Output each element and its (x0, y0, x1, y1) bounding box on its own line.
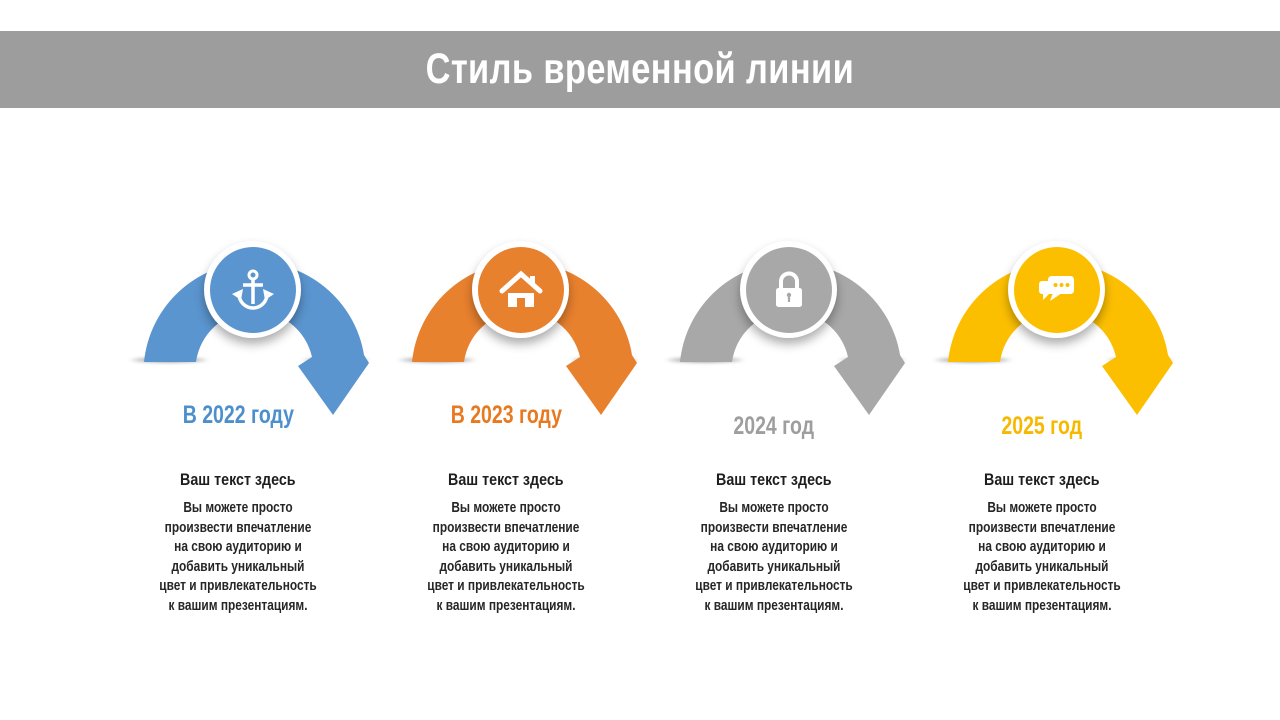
text-heading: Ваш текст здесь (984, 470, 1100, 489)
year-label: 2025 год (1001, 412, 1083, 440)
text-heading: Ваш текст здесь (180, 470, 296, 489)
icon-medallion (1008, 241, 1105, 338)
text-body: Вы можете просто произвести впечатление … (427, 500, 585, 614)
text-block: Ваш текст здесь Вы можете просто произве… (127, 470, 349, 616)
icon-medallion (204, 241, 301, 338)
arch-arrow-shape (948, 261, 1173, 415)
icon-disc (1013, 246, 1100, 333)
text-heading: Ваш текст здесь (716, 470, 832, 489)
text-block: Ваш текст здесь Вы можете просто произве… (931, 470, 1153, 616)
text-heading: Ваш текст здесь (448, 470, 564, 489)
icon-medallion (472, 241, 569, 338)
icon-medallion (740, 241, 837, 338)
icon-disc (745, 246, 832, 333)
arch-arrow-shape (144, 261, 369, 415)
icon-disc (477, 246, 564, 333)
text-body: Вы можете просто произвести впечатление … (159, 500, 317, 614)
page-title: Стиль временной линии (425, 45, 855, 93)
icon-disc (209, 246, 296, 333)
text-body: Вы можете просто произвести впечатление … (963, 500, 1121, 614)
home-icon (499, 270, 542, 307)
text-body: Вы можете просто произвести впечатление … (695, 500, 853, 614)
anchor-icon (231, 269, 274, 310)
chat-icon (1038, 275, 1074, 301)
text-block: Ваш текст здесь Вы можете просто произве… (663, 470, 885, 616)
year-label: В 2022 году (182, 401, 294, 429)
year-label: В 2023 году (450, 401, 562, 429)
text-block: Ваш текст здесь Вы можете просто произве… (395, 470, 617, 616)
lock-icon (775, 271, 802, 307)
year-label: 2024 год (733, 412, 815, 440)
arch-arrow-shape (412, 261, 637, 415)
title-banner: Стиль временной линии (0, 31, 1280, 108)
arch-arrow-shape (680, 261, 905, 415)
